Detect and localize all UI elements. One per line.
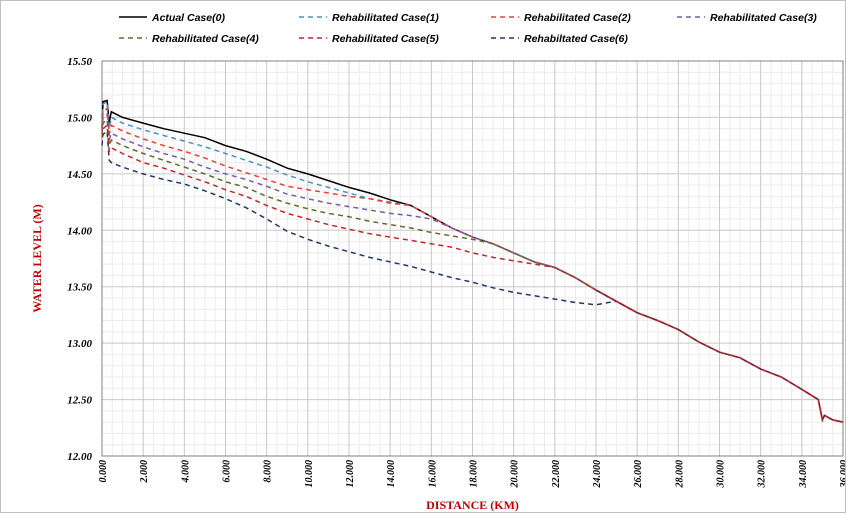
- y-tick-label: 13.50: [67, 282, 92, 294]
- x-tick-label: 34.000: [798, 460, 809, 489]
- x-tick-label: 6.000: [222, 460, 233, 483]
- y-tick-label: 15.50: [67, 56, 92, 68]
- x-tick-label: 8.000: [263, 460, 274, 483]
- series-line: [101, 118, 597, 291]
- y-tick-label: 14.50: [67, 169, 92, 181]
- legend-label: Actual Case(0): [151, 12, 225, 24]
- x-tick-label: 2.000: [139, 460, 150, 484]
- series-line: [595, 289, 844, 423]
- series-line: [101, 129, 617, 306]
- y-axis-title: WATER LEVEL (M): [30, 204, 44, 312]
- x-axis-ticks: 0.000 2.000 4.000 6.000 8.000 10.000 12.000 14.…: [98, 460, 846, 489]
- x-tick-label: 4.000: [180, 460, 191, 484]
- series-line: [101, 123, 597, 291]
- series-layer: [101, 99, 844, 423]
- x-tick-label: 32.000: [757, 460, 768, 489]
- y-tick-label: 15.00: [67, 112, 92, 124]
- x-tick-label: 0.000: [98, 460, 109, 483]
- x-tick-label: 36.000: [839, 460, 845, 489]
- legend-label: Rehabilitated Case(5): [332, 33, 439, 45]
- legend-label: Rehabilitated Case(2): [524, 12, 631, 24]
- y-axis-ticks: 12.00 12.50 13.00 13.50 14.00 14.50 15.00 15.50: [67, 56, 92, 463]
- x-tick-label: 18.000: [469, 460, 480, 488]
- x-tick-label: 26.000: [633, 460, 644, 489]
- x-axis-title: DISTANCE (KM): [426, 498, 519, 512]
- x-tick-label: 16.000: [427, 460, 438, 488]
- legend-label: Rehabilitated Case(3): [710, 12, 817, 24]
- legend: Actual Case(0) Rehabilitated Case(1) Rehab…: [119, 12, 817, 45]
- x-tick-label: 28.000: [674, 460, 685, 489]
- x-tick-label: 14.000: [386, 460, 397, 488]
- x-tick-label: 12.000: [345, 460, 356, 488]
- plot-area-border: [101, 60, 844, 457]
- x-tick-label: 24.000: [592, 460, 603, 489]
- x-tick-label: 22.000: [551, 460, 562, 489]
- legend-label: Rehabilitated Case(1): [332, 12, 439, 24]
- legend-label: Rehabilitated Case(4): [152, 33, 259, 45]
- y-tick-label: 13.00: [67, 338, 92, 350]
- x-tick-label: 20.000: [510, 460, 521, 489]
- major-grid: [101, 60, 844, 457]
- legend-label: Rehabiltated Case(6): [524, 33, 628, 45]
- y-tick-label: 14.00: [67, 225, 92, 237]
- series-line: [101, 106, 597, 291]
- y-tick-label: 12.50: [67, 395, 92, 407]
- x-tick-label: 30.000: [716, 460, 727, 489]
- x-tick-label: 10.000: [304, 460, 315, 488]
- y-tick-label: 12.00: [67, 451, 92, 463]
